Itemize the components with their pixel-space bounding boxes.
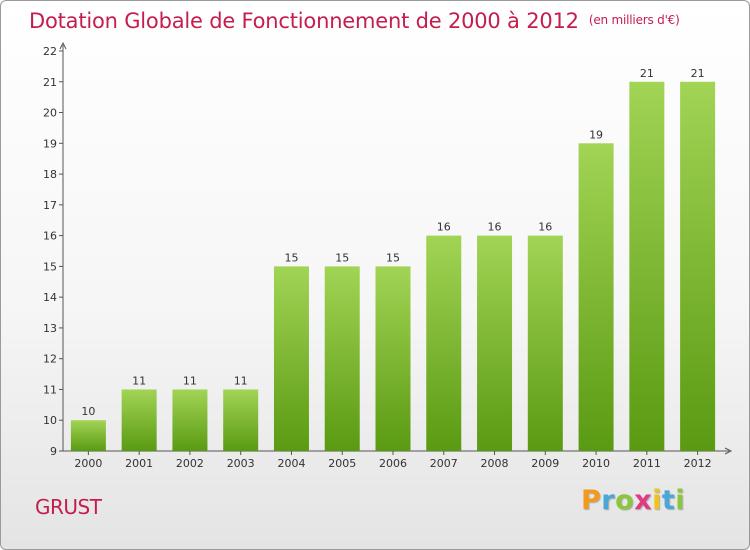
x-tick-label: 2011 [633,457,661,470]
bar [477,235,513,451]
y-tick-label: 15 [43,260,57,273]
y-tick-label: 22 [43,45,57,58]
bar [70,420,106,451]
bar [578,143,614,452]
x-tick-label: 2009 [531,457,559,470]
logo-letter: P [581,485,602,516]
y-tick-label: 18 [43,168,57,181]
bar-value-label: 11 [183,374,197,387]
logo-letter: x [634,485,653,516]
bar-value-label: 16 [437,221,451,234]
x-tick-label: 2004 [277,457,305,470]
commune-name: GRUST [35,495,102,519]
y-tick-label: 17 [43,199,57,212]
bar-value-label: 16 [488,221,502,234]
bar-value-label: 21 [640,67,654,80]
bar-value-label: 15 [386,251,400,264]
chart-unit-note: (en milliers d'€) [588,13,680,27]
logo-letter: t [661,485,676,516]
y-tick-label: 10 [43,414,57,427]
x-tick-label: 2012 [684,457,712,470]
x-tick-label: 2002 [176,457,204,470]
y-tick-label: 11 [43,383,57,396]
x-tick-label: 2000 [74,457,102,470]
bar-value-label: 15 [284,251,298,264]
bar [527,235,563,451]
y-tick-label: 13 [43,322,57,335]
bar [680,81,716,452]
x-tick-label: 2003 [227,457,255,470]
y-tick-label: 9 [50,445,57,458]
x-tick-label: 2005 [328,457,356,470]
y-tick-label: 16 [43,230,57,243]
bar-value-label: 10 [81,405,95,418]
x-tick-label: 2010 [582,457,610,470]
y-tick-label: 14 [43,291,57,304]
bar-value-label: 15 [335,251,349,264]
x-tick-label: 2006 [379,457,407,470]
bar [426,235,462,451]
bar [375,266,411,451]
y-tick-label: 19 [43,137,57,150]
logo-letter: r [601,485,616,516]
bar [629,81,665,452]
y-axis-arrow [59,41,67,50]
bar [172,389,208,451]
x-tick-label: 2001 [125,457,153,470]
bar [324,266,360,451]
proxiti-logo: Proxiti [581,485,685,516]
logo-letter: o [615,485,635,516]
y-tick-label: 12 [43,353,57,366]
bar-value-label: 11 [132,374,146,387]
bar [121,389,157,451]
chart-title-text: Dotation Globale de Fonctionnement de 20… [29,9,579,33]
bar [223,389,259,451]
bar-value-label: 11 [234,374,248,387]
bar-value-label: 21 [691,67,705,80]
bar-value-label: 19 [589,128,603,141]
bar [273,266,309,451]
logo-letter: i [652,485,662,516]
chart-title: Dotation Globale de Fonctionnement de 20… [29,9,680,33]
bar-value-label: 16 [538,221,552,234]
logo-letter: i [675,485,686,516]
x-tick-label: 2007 [430,457,458,470]
y-tick-label: 21 [43,76,57,89]
y-tick-label: 20 [43,107,57,120]
x-axis-arrow [724,447,733,455]
x-tick-label: 2008 [481,457,509,470]
